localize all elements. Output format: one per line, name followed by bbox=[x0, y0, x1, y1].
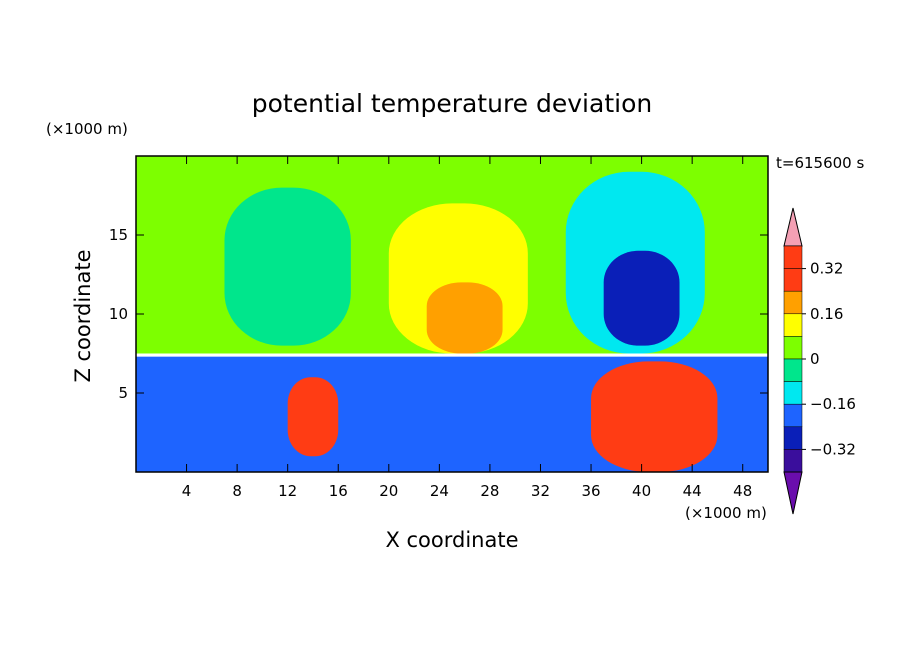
x-tick-label: 28 bbox=[480, 482, 499, 500]
y-tick-label: 15 bbox=[109, 226, 128, 244]
time-label: t=615600 s bbox=[776, 154, 864, 172]
y-axis-ticks: 5 10 15 bbox=[109, 226, 768, 402]
colorbar-tick-label: 0.32 bbox=[810, 260, 843, 278]
colorbar-tick-label: −0.32 bbox=[810, 440, 856, 458]
y-axis-label: Z coordinate bbox=[71, 249, 95, 382]
chart-title: potential temperature deviation bbox=[252, 89, 652, 118]
colorbar-tick-label: 0 bbox=[810, 350, 820, 368]
x-tick-label: 36 bbox=[581, 482, 600, 500]
x-tick-label: 4 bbox=[182, 482, 192, 500]
x-tick-label: 32 bbox=[531, 482, 550, 500]
colorbar-tick-label: 0.16 bbox=[810, 305, 843, 323]
x-tick-label: 44 bbox=[683, 482, 702, 500]
colorbar-swatch bbox=[783, 358, 803, 382]
colorbar-swatch bbox=[783, 268, 803, 292]
colorbar-tick-label: −0.16 bbox=[810, 395, 856, 413]
y-tick-label: 10 bbox=[109, 305, 128, 323]
contour-region bbox=[224, 187, 351, 346]
x-tick-label: 40 bbox=[632, 482, 651, 500]
x-tick-label: 24 bbox=[430, 482, 449, 500]
contour-region bbox=[591, 361, 718, 472]
colorbar-swatch bbox=[783, 449, 803, 473]
colorbar-swatch bbox=[783, 290, 803, 315]
contour-region bbox=[603, 250, 680, 346]
contour-region bbox=[426, 282, 503, 354]
x-tick-label: 8 bbox=[232, 482, 242, 500]
contour-fill bbox=[136, 156, 768, 472]
colorbar-swatch bbox=[783, 336, 803, 360]
x-tick-label: 12 bbox=[278, 482, 297, 500]
colorbar-extend-top bbox=[783, 207, 803, 247]
colorbar: 0.32 0.16 0 −0.16 −0.32 bbox=[783, 207, 856, 515]
x-axis-ticks: 4 8 12 16 20 24 28 32 36 40 44 48 bbox=[182, 156, 752, 500]
colorbar-swatch bbox=[783, 426, 803, 450]
contour-region bbox=[287, 377, 339, 457]
x-tick-label: 48 bbox=[733, 482, 752, 500]
colorbar-swatch bbox=[783, 381, 803, 405]
y-tick-label: 5 bbox=[118, 384, 128, 402]
y-unit-label: (×1000 m) bbox=[46, 120, 128, 138]
x-axis-label: X coordinate bbox=[385, 528, 518, 552]
x-unit-label: (×1000 m) bbox=[685, 504, 767, 522]
colorbar-swatch bbox=[783, 245, 803, 269]
x-tick-label: 16 bbox=[329, 482, 348, 500]
colorbar-swatch bbox=[783, 403, 803, 428]
x-tick-label: 20 bbox=[379, 482, 398, 500]
colorbar-extend-bottom bbox=[783, 471, 803, 515]
colorbar-swatch bbox=[783, 313, 803, 337]
